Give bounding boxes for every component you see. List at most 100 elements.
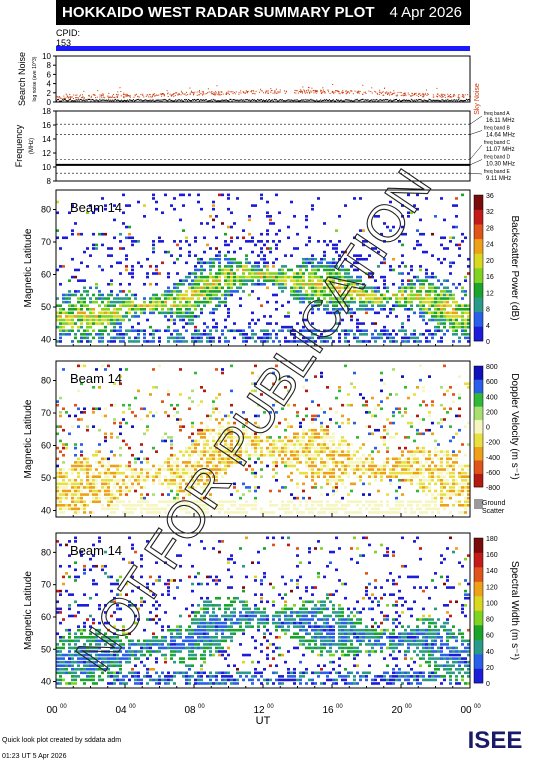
heatmap-cell: [176, 475, 179, 478]
heatmap-cell: [419, 378, 422, 382]
noise-search-point: [134, 99, 136, 102]
noise-sky-point: [180, 94, 182, 96]
heatmap-cell: [224, 268, 227, 272]
heatmap-cell: [449, 318, 452, 322]
heatmap-cell: [248, 261, 251, 265]
heatmap-cell: [158, 329, 161, 333]
heatmap-cell: [314, 436, 317, 439]
heatmap-cell: [437, 311, 440, 315]
heatmap-cell: [311, 421, 314, 425]
heatmap-cell: [200, 272, 203, 275]
noise-search-point: [462, 100, 464, 102]
heatmap-cell: [431, 275, 434, 279]
heatmap-cell: [191, 304, 194, 307]
noise-sky-point: [162, 92, 164, 94]
heatmap-cell: [443, 475, 446, 478]
noise-sky-point: [196, 94, 198, 96]
heatmap-cell: [89, 254, 92, 257]
noise-sky-point: [63, 95, 65, 97]
heatmap-cell: [179, 482, 182, 486]
heatmap-cell: [209, 482, 212, 486]
heatmap-cell: [59, 336, 62, 340]
heatmap-cell: [287, 436, 290, 439]
heatmap-cell: [356, 436, 359, 439]
heatmap-cell: [314, 461, 317, 464]
heatmap-cell: [98, 265, 101, 268]
heatmap-cell: [320, 290, 323, 293]
noise-search-point: [334, 100, 336, 102]
heatmap-cell: [443, 304, 446, 307]
heatmap-cell: [230, 504, 233, 507]
noise-sky-point: [277, 91, 279, 93]
noise-sky-point: [183, 93, 185, 95]
noise-search-point: [147, 99, 149, 102]
heatmap-cell: [107, 293, 110, 297]
noise-search-point: [207, 100, 209, 102]
noise-search-point: [241, 99, 243, 101]
noise-search-point: [374, 100, 376, 102]
heatmap-cell: [206, 336, 209, 340]
heatmap-cell: [398, 329, 401, 333]
heatmap-cell: [92, 478, 95, 482]
heatmap-cell: [212, 457, 215, 461]
noise-sky-point: [146, 94, 148, 96]
heatmap-cell: [74, 222, 77, 225]
heatmap-cell: [56, 211, 59, 215]
heatmap-cell: [302, 428, 305, 432]
heatmap-cell: [95, 247, 98, 250]
heatmap-cell: [131, 268, 134, 272]
heatmap-cell: [263, 411, 266, 414]
heatmap-cell: [263, 329, 266, 333]
colorbar-tick-label: 8: [486, 307, 490, 314]
heatmap-cell: [467, 322, 470, 325]
noise-sky-point: [300, 90, 302, 92]
noise-search-point: [355, 99, 357, 101]
heatmap-cell: [122, 418, 125, 421]
heatmap-cell: [281, 450, 284, 453]
heatmap-cell: [356, 307, 359, 311]
heatmap-cell: [350, 403, 353, 407]
heatmap-cell: [215, 457, 218, 461]
heatmap-cell: [389, 229, 392, 232]
heatmap-cell: [167, 493, 170, 496]
noise-search-point: [233, 99, 235, 101]
heatmap-cell: [452, 311, 455, 315]
heatmap-cell: [173, 282, 176, 286]
noise-sky-point: [107, 95, 109, 97]
noise-search-point: [157, 99, 159, 101]
noise-search-point: [348, 99, 350, 101]
heatmap-cell: [191, 286, 194, 290]
heatmap-cell: [287, 340, 290, 343]
noise-sky-point: [258, 91, 260, 93]
heatmap-cell: [74, 290, 77, 293]
freq-ytick-label: 12: [42, 149, 51, 158]
heatmap-cell: [401, 215, 404, 218]
heatmap-cell: [287, 421, 290, 425]
noise-search-point: [385, 98, 387, 101]
noise-search-point: [463, 100, 465, 102]
heatmap-cell: [89, 475, 92, 478]
heatmap-cell: [431, 493, 434, 496]
heatmap-cell: [137, 240, 140, 243]
noise-sky-point: [94, 94, 96, 96]
noise-search-point: [445, 99, 447, 101]
heatmap-cell: [224, 243, 227, 247]
noise-sky-point: [149, 93, 151, 95]
heatmap-cell: [434, 325, 437, 329]
heatmap-cell: [386, 504, 389, 507]
heatmap-cell: [254, 268, 257, 272]
heatmap-cell: [410, 279, 413, 282]
heatmap-cell: [332, 290, 335, 293]
heatmap-cell: [260, 340, 263, 343]
heatmap-cell: [413, 475, 416, 478]
heatmap-cell: [305, 414, 308, 418]
heatmap-cell: [203, 333, 206, 336]
heatmap-cell: [368, 504, 371, 507]
heatmap-cell: [314, 482, 317, 486]
noise-sky-point: [213, 94, 215, 96]
heatmap-cell: [314, 290, 317, 293]
heatmap-cell: [371, 507, 374, 511]
heatmap-cell: [293, 457, 296, 461]
heatmap-cell: [110, 293, 113, 297]
